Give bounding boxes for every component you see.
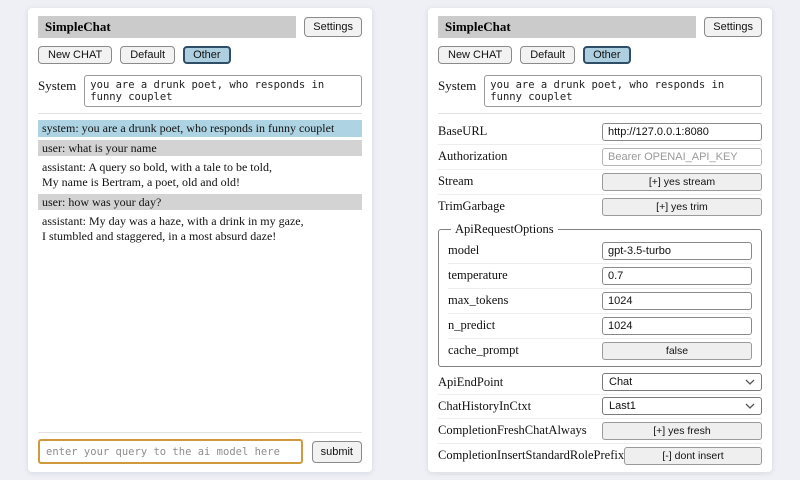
query-input[interactable] bbox=[38, 439, 303, 464]
query-row: submit bbox=[38, 439, 362, 464]
api-request-options-legend: ApiRequestOptions bbox=[455, 222, 554, 236]
setting-control: Chat bbox=[602, 373, 762, 391]
setting-authorization-input[interactable] bbox=[602, 148, 762, 166]
selected-option: Chat bbox=[609, 376, 633, 388]
submit-button[interactable]: submit bbox=[311, 440, 362, 463]
setting-control bbox=[602, 266, 752, 285]
setting-control bbox=[602, 291, 752, 310]
selected-option: Last1 bbox=[609, 400, 636, 412]
setting-control bbox=[602, 122, 762, 141]
chat-panel: SimpleChat Settings New CHAT Default Other… bbox=[28, 8, 372, 472]
setting-row-model: model bbox=[448, 239, 752, 264]
setting-label-model: model bbox=[448, 243, 480, 257]
settings-button[interactable]: Settings bbox=[304, 17, 362, 37]
api-request-options-rows: model temperature max_tokens n_predictcache… bbox=[448, 239, 752, 363]
setting-chathistoryinctxt-select[interactable]: Last1 bbox=[602, 397, 762, 415]
session-button-other[interactable]: Other bbox=[183, 46, 231, 64]
session-button-new-chat[interactable]: New CHAT bbox=[438, 46, 513, 64]
setting-completionfreshchatalways-toggle-button[interactable]: [+] yes fresh bbox=[602, 422, 762, 440]
session-button-default[interactable]: Default bbox=[120, 46, 176, 64]
setting-control bbox=[602, 316, 752, 335]
settings-button[interactable]: Settings bbox=[704, 17, 762, 37]
divider bbox=[38, 432, 362, 433]
setting-cache-prompt-toggle-button[interactable]: false bbox=[602, 342, 752, 360]
settings-rows-bottom: ApiEndPoint Chat ChatHistoryInCtxt Last1 Com… bbox=[438, 371, 762, 468]
setting-control: false bbox=[602, 341, 752, 360]
setting-row-cache-prompt: cache_prompt false bbox=[448, 339, 752, 363]
system-prompt-input[interactable]: you are a drunk poet, who responds in fu… bbox=[84, 75, 362, 107]
setting-label-n-predict: n_predict bbox=[448, 318, 496, 332]
chat-message-assistant: assistant: A query so bold, with a tale … bbox=[42, 160, 272, 189]
setting-label-temperature: temperature bbox=[448, 268, 508, 282]
session-buttons: New CHAT Default Other bbox=[38, 46, 362, 64]
setting-row-stream: Stream [+] yes stream bbox=[438, 170, 762, 195]
system-label: System bbox=[38, 78, 77, 93]
divider bbox=[438, 113, 762, 114]
setting-label-chathistoryinctxt: ChatHistoryInCtxt bbox=[438, 398, 532, 413]
setting-completioninsertstandardroleprefix-toggle-button[interactable]: [-] dont insert bbox=[624, 447, 762, 465]
system-label: System bbox=[438, 78, 477, 93]
app-title: SimpleChat bbox=[438, 16, 697, 38]
setting-row-max-tokens: max_tokens bbox=[448, 289, 752, 314]
api-request-options-fieldset: ApiRequestOptions model temperature max_to… bbox=[438, 222, 762, 367]
setting-model-input[interactable] bbox=[602, 242, 752, 260]
setting-control: [+] yes fresh bbox=[602, 421, 762, 440]
session-button-default[interactable]: Default bbox=[520, 46, 576, 64]
setting-control bbox=[602, 241, 752, 260]
setting-label-authorization: Authorization bbox=[438, 149, 508, 163]
setting-control: [-] dont insert bbox=[624, 446, 762, 465]
setting-row-baseurl: BaseURL bbox=[438, 120, 762, 145]
settings-rows-top: BaseURL Authorization Stream [+] yes stream… bbox=[438, 120, 762, 219]
session-button-new-chat[interactable]: New CHAT bbox=[38, 46, 113, 64]
setting-row-authorization: Authorization bbox=[438, 145, 762, 170]
setting-label-trimgarbage: TrimGarbage bbox=[438, 199, 505, 213]
setting-label-cache-prompt: cache_prompt bbox=[448, 343, 519, 357]
session-buttons: New CHAT Default Other bbox=[438, 46, 762, 64]
system-prompt-row: System you are a drunk poet, who respond… bbox=[438, 75, 762, 107]
setting-row-trimgarbage: TrimGarbage [+] yes trim bbox=[438, 195, 762, 219]
setting-label-apiendpoint: ApiEndPoint bbox=[438, 374, 504, 389]
chat-message-system: system: you are a drunk poet, who respon… bbox=[38, 120, 362, 137]
chat-message-user: user: how was your day? bbox=[38, 193, 362, 211]
chat-messages: system: you are a drunk poet, who respon… bbox=[38, 120, 362, 426]
chevron-down-icon bbox=[745, 379, 755, 385]
system-prompt-input[interactable]: you are a drunk poet, who responds in fu… bbox=[484, 75, 762, 107]
setting-baseurl-input[interactable] bbox=[602, 123, 762, 141]
setting-row-n-predict: n_predict bbox=[448, 314, 752, 339]
settings-panel: SimpleChat Settings New CHAT Default Other… bbox=[428, 8, 772, 475]
setting-control: [+] yes trim bbox=[602, 197, 762, 216]
setting-control: Last1 bbox=[602, 397, 762, 415]
setting-apiendpoint-select[interactable]: Chat bbox=[602, 373, 762, 391]
setting-row-completioninsertstandardroleprefix: CompletionInsertStandardRolePrefix [-] do… bbox=[438, 444, 762, 468]
setting-row-completionfreshchatalways: CompletionFreshChatAlways [+] yes fresh bbox=[438, 419, 762, 444]
divider bbox=[438, 474, 762, 475]
setting-max-tokens-input[interactable] bbox=[602, 292, 752, 310]
chevron-down-icon bbox=[745, 403, 755, 409]
setting-row-chathistoryinctxt: ChatHistoryInCtxt Last1 bbox=[438, 395, 762, 419]
setting-row-temperature: temperature bbox=[448, 264, 752, 289]
system-prompt-row: System you are a drunk poet, who respond… bbox=[38, 75, 362, 107]
setting-temperature-input[interactable] bbox=[602, 267, 752, 285]
setting-n-predict-input[interactable] bbox=[602, 317, 752, 335]
divider bbox=[38, 113, 362, 114]
setting-row-apiendpoint: ApiEndPoint Chat bbox=[438, 371, 762, 395]
setting-control bbox=[602, 147, 762, 166]
setting-label-completioninsertstandardroleprefix: CompletionInsertStandardRolePrefix bbox=[438, 448, 625, 462]
chat-panel-header: SimpleChat Settings bbox=[38, 16, 362, 38]
setting-label-baseurl: BaseURL bbox=[438, 124, 488, 138]
chat-message-user: user: what is your name bbox=[38, 139, 362, 157]
app-title: SimpleChat bbox=[38, 16, 297, 38]
setting-label-max-tokens: max_tokens bbox=[448, 293, 509, 307]
setting-stream-toggle-button[interactable]: [+] yes stream bbox=[602, 173, 762, 191]
setting-label-stream: Stream bbox=[438, 174, 474, 188]
setting-label-completionfreshchatalways: CompletionFreshChatAlways bbox=[438, 423, 587, 437]
setting-trimgarbage-toggle-button[interactable]: [+] yes trim bbox=[602, 198, 762, 216]
chat-message-assistant: assistant: My day was a haze, with a dri… bbox=[42, 214, 304, 243]
session-button-other[interactable]: Other bbox=[583, 46, 631, 64]
settings-panel-header: SimpleChat Settings bbox=[438, 16, 762, 38]
setting-control: [+] yes stream bbox=[602, 172, 762, 191]
